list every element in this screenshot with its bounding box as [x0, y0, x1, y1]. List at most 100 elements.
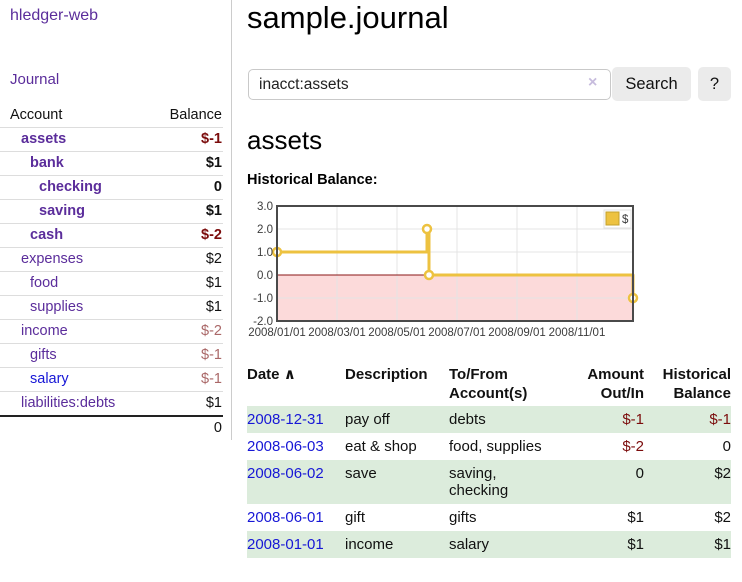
- svg-text:3.0: 3.0: [257, 201, 273, 213]
- page-title: sample.journal: [247, 0, 449, 35]
- account-balance: $-2: [201, 227, 222, 243]
- account-link-expenses[interactable]: expenses: [21, 251, 84, 267]
- account-link-cash[interactable]: cash: [30, 227, 64, 243]
- account-balance: $1: [205, 395, 222, 411]
- account-link-income[interactable]: income: [21, 323, 68, 339]
- account-link-assets[interactable]: assets: [21, 131, 67, 147]
- account-balance: $-1: [201, 371, 222, 387]
- register-header-row: Date ∧ Description To/From Account(s) Am…: [247, 363, 731, 406]
- account-link-bank[interactable]: bank: [30, 155, 64, 171]
- section-title: assets: [247, 125, 323, 155]
- account-row: salary $-1: [0, 367, 223, 392]
- chart-border: [276, 205, 634, 322]
- account-row: bank $1: [0, 151, 223, 176]
- account-row: gifts $-1: [0, 343, 223, 368]
- transaction-date-link[interactable]: 2008-12-31: [247, 411, 324, 428]
- svg-text:2008/07/01: 2008/07/01: [428, 327, 486, 339]
- svg-text:-2.0: -2.0: [253, 316, 273, 328]
- sort-asc-icon: ∧: [283, 366, 296, 383]
- account-row: saving $1: [0, 199, 223, 224]
- chart-y-ticks: 3.0 2.0 1.0 0.0 -1.0 -2.0: [253, 201, 273, 328]
- svg-text:2.0: 2.0: [257, 224, 273, 236]
- transaction-accounts: saving, checking: [449, 465, 509, 499]
- svg-text:2008/09/01: 2008/09/01: [488, 327, 546, 339]
- transaction-date-link[interactable]: 2008-06-02: [247, 465, 324, 482]
- transaction-date-link[interactable]: 2008-01-01: [247, 536, 324, 553]
- help-button[interactable]: ?: [698, 67, 731, 101]
- transaction-accounts: salary: [449, 536, 490, 553]
- col-date[interactable]: Date ∧: [247, 366, 296, 383]
- accounts-col-account: Account: [10, 107, 63, 123]
- transaction-description: gift: [345, 509, 366, 526]
- account-row: food $1: [0, 271, 223, 296]
- account-balance: $1: [205, 275, 222, 291]
- legend-swatch-icon: [605, 211, 620, 226]
- col-description: Description: [345, 366, 428, 383]
- search-input[interactable]: [248, 69, 611, 100]
- transaction-amount: $-1: [622, 411, 644, 428]
- account-row: liabilities:debts $1: [0, 391, 223, 417]
- transaction-row: 2008-01-01 income salary $1 $1: [247, 531, 731, 558]
- transaction-row: 2008-12-31 pay off debts $-1 $-1: [247, 406, 731, 433]
- legend-label: $: [622, 214, 629, 226]
- account-link-saving[interactable]: saving: [39, 203, 85, 219]
- svg-text:2008/01/01: 2008/01/01: [248, 327, 306, 339]
- chart-label: Historical Balance:: [247, 172, 378, 188]
- svg-text:0.0: 0.0: [257, 270, 273, 282]
- account-row: income $-2: [0, 319, 223, 344]
- accounts-col-balance: Balance: [169, 107, 222, 123]
- sidebar-item-journal[interactable]: Journal: [10, 71, 60, 88]
- historical-balance-chart: $ 3.0 2.0 1.0 0.0 -1.0 -2.0 2008/01/01 2…: [244, 197, 642, 347]
- account-link-food[interactable]: food: [30, 275, 59, 291]
- transaction-amount: $1: [627, 536, 644, 553]
- col-accounts: To/From Account(s): [449, 366, 528, 402]
- account-row: assets $-1: [0, 127, 223, 152]
- transaction-balance: $2: [714, 465, 731, 482]
- svg-text:-1.0: -1.0: [253, 293, 273, 305]
- account-row: cash $-2: [0, 223, 223, 248]
- transaction-balance: $1: [714, 536, 731, 553]
- transaction-description: pay off: [345, 411, 390, 428]
- transaction-date-link[interactable]: 2008-06-03: [247, 438, 324, 455]
- account-row: supplies $1: [0, 295, 223, 320]
- chart-legend: $: [603, 209, 632, 229]
- account-balance: $1: [205, 203, 222, 219]
- svg-text:2008/05/01: 2008/05/01: [368, 327, 426, 339]
- account-link-gifts[interactable]: gifts: [30, 347, 57, 363]
- brand-link[interactable]: hledger-web: [10, 7, 99, 24]
- account-row: checking 0: [0, 175, 223, 200]
- account-link-checking[interactable]: checking: [39, 179, 102, 195]
- accounts-table: Account Balance assets $-1 bank $1 check…: [0, 104, 223, 440]
- svg-text:2008/03/01: 2008/03/01: [308, 327, 366, 339]
- account-balance: 0: [213, 179, 222, 195]
- svg-text:1.0: 1.0: [257, 247, 273, 259]
- account-balance: $1: [205, 299, 222, 315]
- transaction-accounts: food, supplies: [449, 438, 542, 455]
- account-balance: $2: [205, 251, 222, 267]
- account-balance: $-1: [201, 347, 222, 363]
- transaction-accounts: gifts: [449, 509, 477, 526]
- transaction-amount: 0: [635, 465, 644, 482]
- col-amount: Amount Out/In: [587, 366, 644, 402]
- clear-search-icon[interactable]: ×: [588, 74, 598, 91]
- chart-x-ticks: 2008/01/01 2008/03/01 2008/05/01 2008/07…: [248, 327, 605, 339]
- search-button[interactable]: Search: [612, 67, 691, 101]
- transaction-row: 2008-06-02 save saving, checking 0 $2: [247, 460, 731, 504]
- account-link-supplies[interactable]: supplies: [30, 299, 84, 315]
- transaction-balance: $2: [714, 509, 731, 526]
- transaction-amount: $1: [627, 509, 644, 526]
- account-link-liabilities-debts[interactable]: liabilities:debts: [21, 395, 116, 411]
- transaction-accounts: debts: [449, 411, 486, 428]
- account-row: expenses $2: [0, 247, 223, 272]
- accounts-total-row: 0: [0, 416, 223, 440]
- account-link-salary[interactable]: salary: [30, 371, 69, 387]
- transaction-description: eat & shop: [345, 438, 417, 455]
- col-balance: Historical Balance: [662, 366, 731, 402]
- transaction-description: save: [345, 465, 377, 482]
- transaction-date-link[interactable]: 2008-06-01: [247, 509, 324, 526]
- register-table: Date ∧ Description To/From Account(s) Am…: [247, 363, 731, 558]
- sidebar-divider: [231, 0, 232, 440]
- account-balance: $1: [205, 155, 222, 171]
- transaction-balance: 0: [722, 438, 731, 455]
- transaction-row: 2008-06-01 gift gifts $1 $2: [247, 504, 731, 531]
